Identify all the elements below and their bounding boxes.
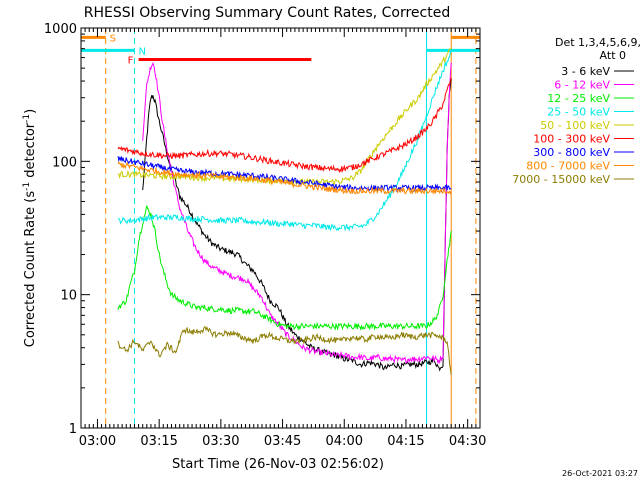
legend-label-25-50-kev: 25 - 50 keV: [547, 106, 610, 119]
series-line-800-7000-kev: [117, 161, 452, 196]
series-line-25-50-kev: [117, 51, 452, 232]
y-axis-label-mid: detector: [23, 122, 38, 182]
y-axis-label-sup2: -1: [22, 114, 32, 123]
series-line-300-800-kev: [117, 156, 452, 193]
y-axis-label: Corrected Count Rate (s-1 detector-1): [22, 109, 38, 347]
y-tick-label-0: 1: [69, 422, 77, 437]
footer-timestamp: 26-Oct-2021 03:27: [562, 469, 638, 478]
legend-label-50-100-kev: 50 - 100 keV: [540, 119, 610, 132]
y-tick-label-3: 1000: [44, 22, 77, 37]
y-tick-label-1: 10: [60, 289, 77, 304]
x-axis-label: Start Time (26-Nov-03 02:56:02): [172, 457, 384, 472]
x-tick-label-4: 04:00: [326, 434, 363, 449]
legend-label-100-300-kev: 100 - 300 keV: [533, 133, 610, 146]
y-tick-label-2: 100: [52, 155, 77, 170]
flag-label-F: F: [128, 56, 134, 67]
legend-header-attenuator: Att 0: [600, 49, 626, 62]
x-tick-label-0: 03:00: [79, 434, 116, 449]
series-line-50-100-kev: [117, 48, 452, 187]
legend-label-300-800-kev: 300 - 800 keV: [533, 146, 610, 159]
y-axis-label-end: ): [23, 109, 38, 114]
y-axis-label-main: Corrected Count Rate (s: [23, 191, 38, 348]
series-line-7000-15000-kev: [117, 325, 452, 375]
legend-label-800-7000-kev: 800 - 7000 keV: [526, 160, 610, 173]
legend-label-7000-15000-kev: 7000 - 15000 keV: [512, 173, 610, 186]
chart-title: RHESSI Observing Summary Count Rates, Co…: [84, 5, 450, 21]
x-tick-label-2: 03:30: [202, 434, 239, 449]
x-tick-label-3: 03:45: [264, 434, 301, 449]
plot-frame: [80, 27, 481, 429]
x-tick-label-5: 04:15: [387, 434, 424, 449]
flag-label-S: S: [110, 33, 116, 44]
legend-label-3-6-kev: 3 - 6 keV: [561, 65, 610, 78]
flag-label-N: N: [138, 46, 145, 57]
plot-area: S NF 03:00 03:15 03:30 03:45 04:00 04:15 04:30 1 1…: [44, 22, 486, 449]
legend-label-12-25-kev: 12 - 25 keV: [547, 92, 610, 105]
series-line-12-25-kev: [117, 205, 452, 331]
y-axis-label-sup1: -1: [22, 182, 32, 191]
series-line-6-12-kev: [142, 61, 452, 365]
series-line-3-6-kev: [142, 78, 452, 372]
series-line-100-300-kev: [117, 78, 452, 174]
legend-header-detectors: Det 1,3,4,5,6,9,: [555, 36, 640, 49]
x-tick-label-6: 04:30: [449, 434, 486, 449]
x-tick-label-1: 03:15: [140, 434, 177, 449]
legend-label-6-12-kev: 6 - 12 keV: [554, 79, 610, 92]
